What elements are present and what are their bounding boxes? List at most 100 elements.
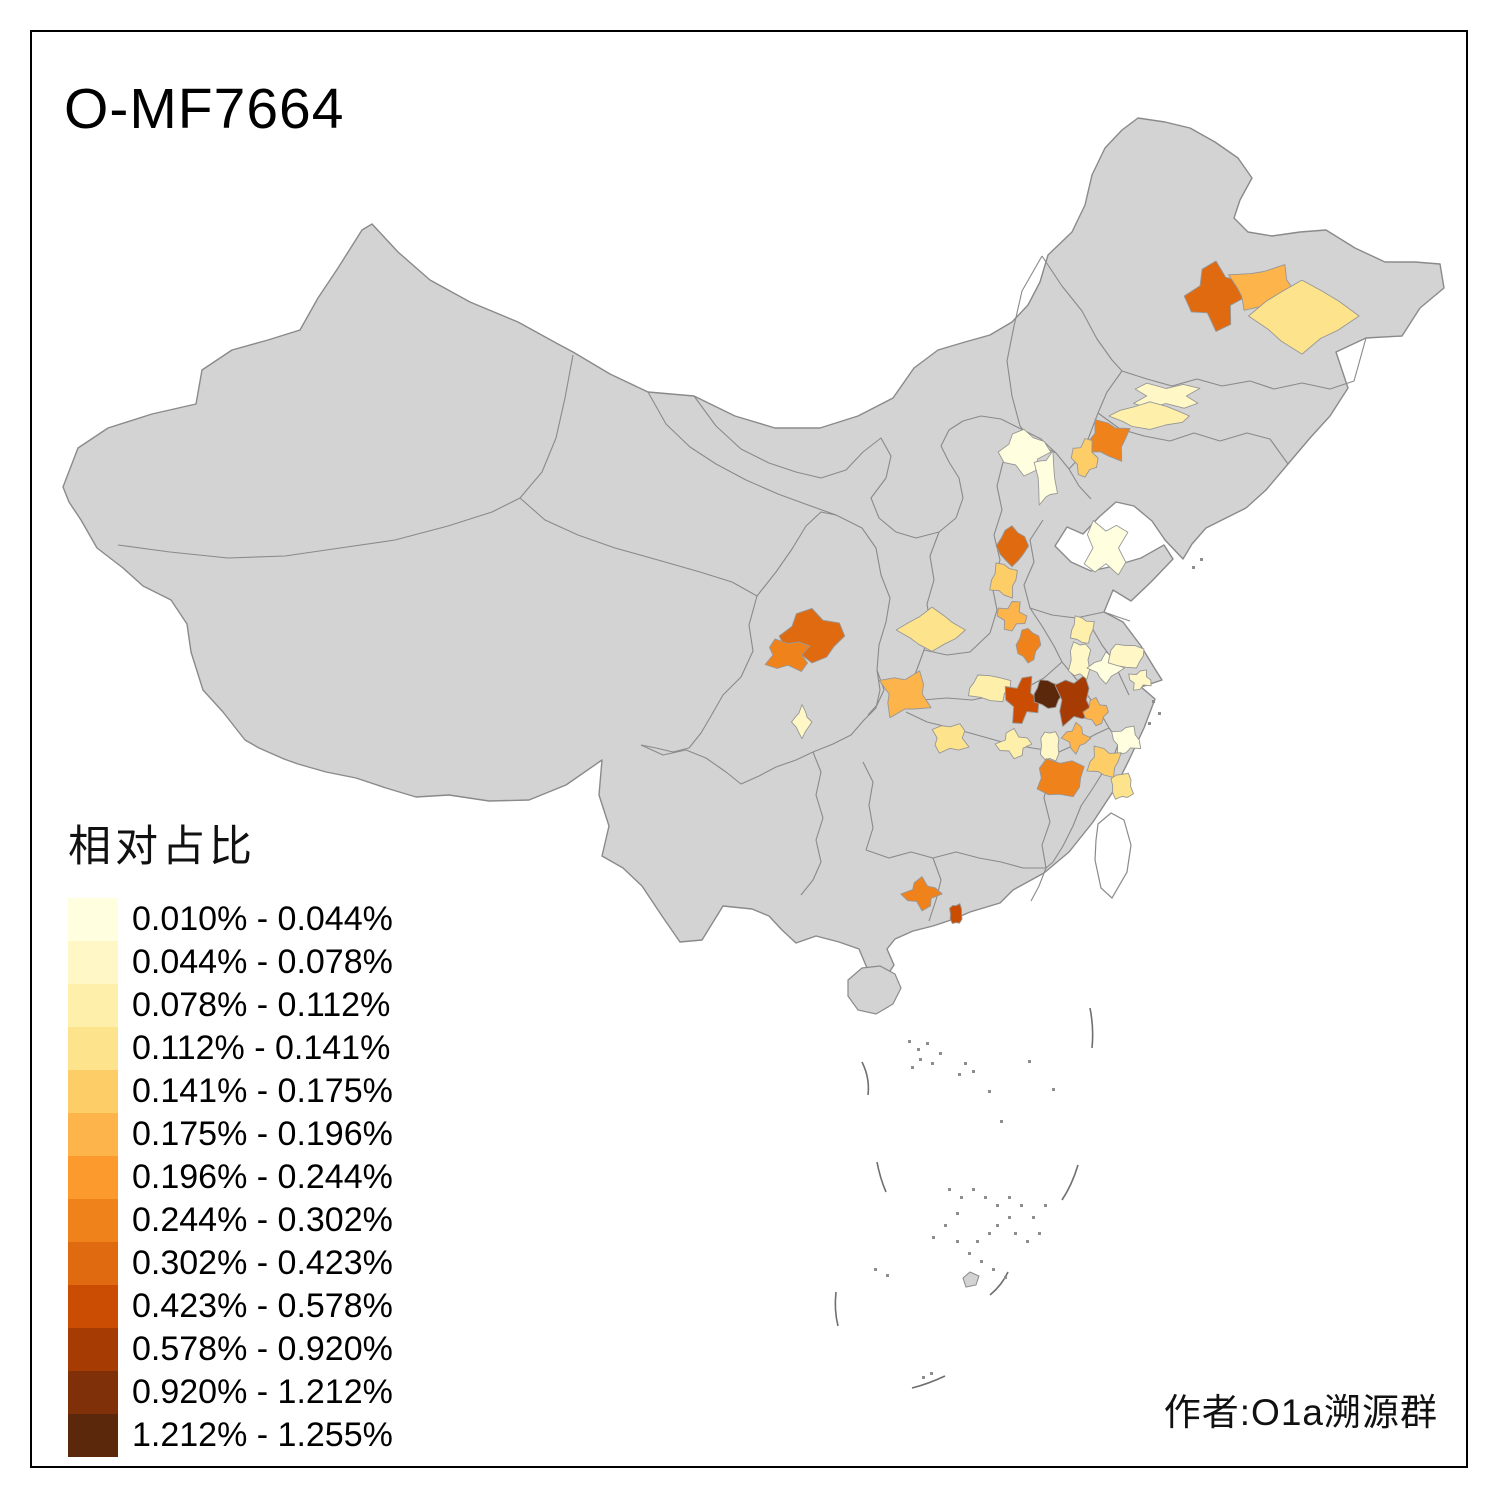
- islet-dot: [911, 1066, 914, 1069]
- islet-dot: [1008, 1216, 1011, 1219]
- islet-dot: [972, 1070, 975, 1073]
- islet-dot: [922, 1376, 925, 1379]
- islet-dot: [968, 1252, 971, 1255]
- province-border: [1041, 255, 1123, 372]
- islet-dot: [886, 1274, 889, 1277]
- province-border: [862, 761, 874, 851]
- islet-dot: [917, 1048, 920, 1051]
- legend-row: 0.141% - 0.175%: [68, 1070, 393, 1113]
- legend-row: 0.196% - 0.244%: [68, 1156, 393, 1199]
- legend-swatch: [68, 1285, 118, 1328]
- legend-row: 0.423% - 0.578%: [68, 1285, 393, 1328]
- islet-dot: [930, 1372, 933, 1375]
- legend-row: 0.112% - 0.141%: [68, 1027, 393, 1070]
- sea-boundary-dash: [911, 1375, 946, 1389]
- islet-dot: [984, 1196, 987, 1199]
- islet-dot: [944, 1224, 947, 1227]
- islet-dot: [988, 1232, 991, 1235]
- province-border: [756, 511, 837, 597]
- legend-label: 0.078% - 0.112%: [132, 986, 391, 1024]
- map-region: [1107, 643, 1145, 669]
- province-border: [1045, 787, 1094, 869]
- legend-row: 0.010% - 0.044%: [68, 898, 393, 941]
- islet-dot: [874, 1268, 877, 1271]
- islet-dot: [988, 1090, 991, 1093]
- legend-label: 0.244% - 0.302%: [132, 1201, 393, 1239]
- map-region: [989, 562, 1018, 599]
- legend-row: 0.302% - 0.423%: [68, 1242, 393, 1285]
- legend-label: 1.212% - 1.255%: [132, 1416, 393, 1454]
- province-border: [1023, 519, 1044, 609]
- map-region: [1039, 731, 1060, 762]
- legend-swatch: [68, 1371, 118, 1414]
- map-region: [1070, 438, 1099, 478]
- map-region: [764, 638, 811, 672]
- islet-dot: [1014, 1232, 1017, 1235]
- map-region: [1111, 725, 1142, 756]
- legend-label: 0.196% - 0.244%: [132, 1158, 393, 1196]
- map-region: [967, 674, 1012, 703]
- page-title: O-MF7664: [64, 77, 345, 141]
- legend-label: 0.141% - 0.175%: [132, 1072, 393, 1110]
- legend-row: 0.175% - 0.196%: [68, 1113, 393, 1156]
- islet-dot: [1052, 1088, 1055, 1091]
- legend-label: 0.112% - 0.141%: [132, 1029, 391, 1067]
- province-border: [1029, 607, 1105, 619]
- legend: 相对占比 0.010% - 0.044% 0.044% - 0.078% 0.078…: [68, 812, 393, 1457]
- map-region: [1183, 260, 1248, 332]
- islet-dot: [1008, 1196, 1011, 1199]
- islet-dot: [932, 1236, 935, 1239]
- map-region: [1082, 696, 1109, 727]
- province-border: [1030, 867, 1047, 902]
- legend-swatch: [68, 1070, 118, 1113]
- province-border: [1103, 611, 1131, 622]
- islet-dot: [1028, 1060, 1031, 1063]
- legend-row: 0.044% - 0.078%: [68, 941, 393, 984]
- islet-dot: [926, 1042, 929, 1045]
- sea-boundary-dash: [834, 1291, 839, 1327]
- map-region: [1128, 669, 1152, 691]
- islet-dot: [1148, 722, 1151, 725]
- province-border: [647, 391, 882, 576]
- islet-dot: [1000, 1120, 1003, 1123]
- legend-swatch: [68, 984, 118, 1027]
- map-region: [1068, 641, 1092, 680]
- map-region: [1036, 758, 1085, 798]
- islet-dot: [931, 1062, 934, 1065]
- legend-label: 0.920% - 1.212%: [132, 1373, 393, 1411]
- islet-dot: [960, 1196, 963, 1199]
- province-border: [1121, 337, 1367, 390]
- map-region: [1248, 279, 1360, 355]
- legend-swatch: [68, 898, 118, 941]
- map-region: [791, 704, 813, 740]
- islet-dot: [964, 1062, 967, 1065]
- map-region: [949, 903, 963, 925]
- map-region: [1069, 615, 1095, 644]
- map-region: [900, 876, 943, 912]
- map-region: [1110, 772, 1134, 800]
- map-region: [895, 606, 966, 652]
- islet-dot: [1192, 566, 1195, 569]
- sea-boundary-dash: [861, 1061, 870, 1096]
- islet-dot: [948, 1188, 951, 1191]
- islet-dot: [976, 1240, 979, 1243]
- legend-label: 0.302% - 0.423%: [132, 1244, 393, 1282]
- map-region: [1004, 675, 1040, 724]
- province-border: [1029, 607, 1063, 663]
- province-border: [923, 632, 991, 656]
- legend-swatch: [68, 1242, 118, 1285]
- islet-dot: [1032, 1216, 1035, 1219]
- legend-title: 相对占比: [68, 823, 256, 871]
- map-region: [1083, 520, 1129, 576]
- province-border: [640, 595, 758, 753]
- map-region: [1108, 401, 1190, 430]
- islet-dot: [956, 1240, 959, 1243]
- legend-swatch: [68, 1328, 118, 1371]
- map-region: [1015, 627, 1042, 664]
- province-border: [519, 497, 758, 597]
- south-sea-island: [962, 1271, 980, 1288]
- legend-swatch: [68, 1156, 118, 1199]
- islet-dot: [996, 1204, 999, 1207]
